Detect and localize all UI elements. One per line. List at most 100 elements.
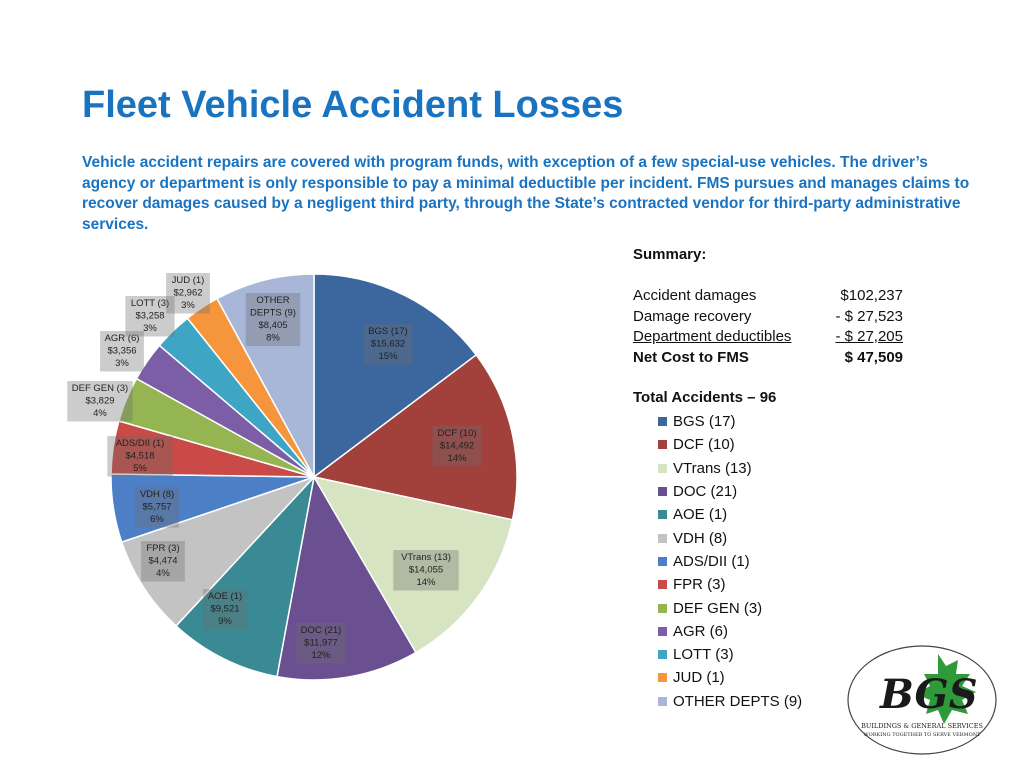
pie-data-label: OTHER DEPTS (9)$8,405 8%	[245, 293, 301, 346]
logo-text-line1: BUILDINGS & GENERAL SERVICES	[861, 722, 983, 730]
label-background	[296, 623, 346, 664]
pie-slice-other-depts-9	[216, 273, 315, 478]
legend-label: VDH (8)	[673, 529, 728, 547]
legend-item: OTHER DEPTS (9)	[658, 690, 802, 713]
summary-value: - $ 27,523	[835, 307, 903, 325]
legend-swatch	[658, 580, 667, 590]
legend-label: DOC (21)	[673, 483, 738, 501]
legend-item: AOE (1)	[658, 503, 802, 526]
label-text: BGS (17)	[368, 326, 408, 337]
label-text: JUD (1)	[172, 275, 205, 286]
legend-swatch	[658, 673, 667, 683]
label-background	[107, 436, 173, 477]
summary-label: Department deductibles	[633, 328, 792, 345]
label-text: 3%	[181, 300, 195, 311]
label-text: VDH (8)	[140, 489, 174, 500]
label-text: $8,405	[258, 320, 287, 331]
label-text: 3%	[115, 358, 129, 369]
label-text: $14,492	[440, 441, 474, 452]
legend-swatch	[658, 650, 667, 660]
legend-swatch	[658, 463, 667, 473]
summary-heading: Summary:	[633, 246, 707, 263]
summary-value: $102,237	[840, 287, 903, 304]
legend-item: AGR (6)	[658, 620, 802, 643]
legend-item: BGS (17)	[658, 410, 802, 433]
label-text: $15,632	[371, 339, 405, 350]
label-text: $14,055	[409, 565, 443, 576]
summary-row-damages: Accident damages $102,237	[633, 286, 903, 307]
intro-paragraph: Vehicle accident repairs are covered wit…	[82, 154, 970, 233]
label-text: $2,962	[173, 288, 202, 299]
label-text: $3,258	[135, 311, 164, 322]
legend-swatch	[658, 603, 667, 613]
logo-letters: BGS	[879, 671, 978, 718]
vermont-leaf-icon	[916, 654, 976, 724]
label-text: 5%	[133, 463, 147, 474]
total-accidents-heading: Total Accidents – 96	[633, 389, 777, 406]
legend-swatch	[658, 417, 667, 427]
legend-label: AGR (6)	[673, 622, 729, 640]
legend-label: DCF (10)	[673, 436, 735, 454]
bgs-logo: BGS BUILDINGS & GENERAL SERVICES WORKING…	[847, 645, 997, 755]
legend-item: DEF GEN (3)	[658, 596, 802, 619]
legend-label: DEF GEN (3)	[673, 599, 763, 617]
label-text: 12%	[311, 650, 331, 661]
legend-swatch	[658, 626, 667, 636]
legend-item: VDH (8)	[658, 526, 802, 549]
label-text: OTHER	[256, 295, 289, 306]
label-text: $4,518	[125, 451, 154, 462]
pie-slice-bgs-17	[313, 273, 478, 479]
label-background	[166, 273, 210, 314]
label-text: 15%	[378, 351, 398, 362]
legend-label: VTrans (13)	[673, 459, 752, 477]
label-text: VTrans (13)	[401, 552, 451, 563]
legend-swatch	[658, 556, 667, 566]
summary-value: - $ 27,205	[835, 328, 903, 345]
label-background	[363, 324, 413, 365]
label-text: DEF GEN (3)	[72, 383, 128, 394]
summary-row-net-cost: Net Cost to FMS $ 47,509	[633, 348, 903, 369]
label-text: 14%	[416, 577, 436, 588]
summary-panel: Summary: Accident damages $102,237 Damag…	[633, 246, 903, 368]
summary-label: Damage recovery	[633, 307, 752, 325]
label-text: $3,356	[107, 346, 136, 357]
pie-slice-dcf-10	[312, 353, 518, 521]
legend-swatch	[658, 440, 667, 450]
summary-row-deductibles: Department deductibles - $ 27,205	[633, 327, 903, 348]
label-text: FPR (3)	[146, 543, 179, 554]
summary-row-recovery: Damage recovery - $ 27,523	[633, 307, 903, 328]
label-text: $11,977	[304, 638, 338, 649]
pie-slice-doc-21	[276, 474, 417, 681]
legend-label: JUD (1)	[673, 669, 725, 687]
label-background	[245, 293, 301, 346]
legend-label: LOTT (3)	[673, 646, 734, 664]
legend-item: JUD (1)	[658, 666, 802, 689]
label-background	[135, 487, 179, 528]
summary-label: Net Cost to FMS	[633, 348, 749, 366]
logo-text-line2: WORKING TOGETHER TO SERVE VERMONT	[864, 732, 982, 738]
label-text: 8%	[266, 333, 280, 344]
label-text: ADS/DII (1)	[116, 438, 165, 449]
legend-label: OTHER DEPTS (9)	[673, 692, 803, 710]
label-text: AGR (6)	[105, 333, 140, 344]
summary-value: $ 47,509	[844, 348, 903, 366]
label-background	[100, 331, 144, 372]
legend-item: VTrans (13)	[658, 457, 802, 480]
label-text: 6%	[150, 514, 164, 525]
label-text: AOE (1)	[208, 591, 242, 602]
legend-label: ADS/DII (1)	[673, 552, 750, 570]
legend-swatch	[658, 696, 667, 706]
pie-slice-aoe-1	[174, 474, 316, 678]
legend-item: DOC (21)	[658, 480, 802, 503]
label-background	[203, 589, 247, 630]
page-title: Fleet Vehicle Accident Losses	[82, 84, 624, 126]
